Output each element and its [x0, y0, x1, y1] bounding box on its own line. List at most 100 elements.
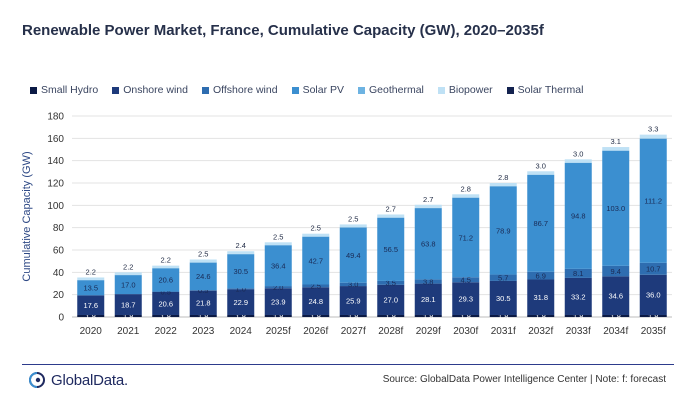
x-tick-label: 2020 [80, 326, 103, 337]
bar-segment [377, 284, 405, 315]
bar-segment [564, 268, 592, 278]
bar-segment [227, 251, 255, 254]
bar-segment [639, 138, 667, 263]
bar-segment [564, 163, 592, 269]
y-tick-label: 160 [47, 134, 64, 145]
bar-segment [377, 217, 405, 281]
bar-segment [264, 286, 292, 289]
source-note: Source: GlobalData Power Intelligence Ce… [382, 374, 666, 385]
y-tick-label: 180 [47, 112, 64, 123]
bar-segment [264, 288, 292, 315]
data-label: 1.8 [348, 312, 358, 321]
bar-segment [602, 314, 630, 317]
x-tick-label: 2028f [378, 326, 403, 337]
legend-swatch [506, 86, 514, 94]
bar-segment [152, 265, 180, 269]
data-label: 2.5 [348, 214, 358, 223]
legend-swatch [358, 86, 366, 94]
bar-segment [339, 224, 367, 228]
bar-segment [264, 242, 292, 246]
x-tick-label: 2024 [230, 326, 253, 337]
legend-item-solar-thermal: Solar Thermal [506, 83, 583, 97]
bar-segment [189, 259, 217, 263]
data-label: 0.5 [161, 288, 171, 297]
data-label: 1.0 [236, 285, 246, 294]
bar-segment [377, 214, 405, 218]
data-label: 30.5 [233, 267, 248, 276]
bar-segment [564, 277, 592, 315]
data-label: 20.6 [158, 299, 173, 308]
data-label: 27.0 [383, 296, 398, 305]
bar-segment [639, 274, 667, 315]
data-label: 2.0 [273, 283, 283, 292]
data-label: 2.5 [311, 224, 321, 233]
data-label: 2.2 [161, 256, 171, 265]
legend-swatch [291, 86, 299, 94]
x-tick-label: 2023 [192, 326, 215, 337]
x-tick-label: 2033f [566, 326, 591, 337]
bar-segment [227, 288, 255, 290]
data-label: 36.4 [271, 262, 286, 271]
data-label: 30.5 [496, 294, 511, 303]
data-label: 63.8 [421, 240, 436, 249]
bar-segment [527, 271, 555, 280]
bar-segment [114, 294, 142, 315]
x-tick-label: 2034f [603, 326, 628, 337]
bar-segment [414, 314, 442, 317]
data-label: 2.7 [423, 195, 433, 204]
bar-segment [264, 245, 292, 287]
bar-segment [264, 314, 292, 317]
data-label: 1.8 [461, 312, 471, 321]
x-tick-label: 2026f [303, 326, 328, 337]
data-label: 3.0 [573, 149, 583, 158]
bar-segment [189, 262, 217, 291]
data-label: 49.4 [346, 251, 361, 260]
y-tick-label: 0 [58, 313, 64, 324]
bar-segment [302, 287, 330, 315]
y-tick-label: 20 [53, 290, 65, 301]
bar-segment [452, 194, 480, 198]
y-tick-label: 100 [47, 201, 64, 212]
y-tick-label: 40 [53, 268, 65, 279]
legend-swatch [112, 86, 120, 94]
bar-segment [77, 277, 105, 280]
data-label: 10.7 [646, 265, 661, 274]
bar-segment [152, 314, 180, 317]
legend-item-solar-pv: Solar PV [291, 83, 345, 97]
bar-segment [414, 204, 442, 208]
data-label: 2.8 [498, 173, 508, 182]
data-label: 86.7 [533, 219, 548, 228]
bar-segment [452, 282, 480, 315]
data-label: 1.8 [611, 312, 621, 321]
legend-item-biopower: Biopower [437, 83, 493, 97]
data-label: 78.9 [496, 226, 511, 235]
data-label: 2.5 [273, 232, 283, 241]
bar-segment [227, 254, 255, 289]
bar-segment [639, 134, 667, 139]
data-label: 3.5 [386, 279, 396, 288]
bar-segment [114, 314, 142, 317]
data-label: 34.6 [608, 291, 623, 300]
bar-segment [339, 282, 367, 287]
data-label: 24.6 [196, 272, 211, 281]
legend-label: Solar PV [302, 84, 345, 96]
legend-label: Offshore wind [212, 84, 278, 96]
data-label: 1.8 [273, 312, 283, 321]
data-label: 1.8 [498, 312, 508, 321]
data-label: 1.8 [386, 312, 396, 321]
data-label: 103.0 [606, 204, 625, 213]
legend-label: Biopower [448, 84, 493, 96]
x-tick-label: 2031f [491, 326, 516, 337]
bar-segment [564, 314, 592, 317]
data-label: 71.2 [458, 233, 473, 242]
x-tick-label: 2021 [117, 326, 140, 337]
data-label: 94.8 [571, 212, 586, 221]
bar-segment [602, 150, 630, 266]
legend-swatch [437, 86, 445, 94]
data-label: 2.5 [311, 282, 321, 291]
x-tick-label: 2032f [528, 326, 553, 337]
bar-segment [377, 280, 405, 285]
data-label: 3.1 [611, 137, 621, 146]
bar-segment [489, 274, 517, 281]
y-tick-label: 120 [47, 179, 64, 190]
